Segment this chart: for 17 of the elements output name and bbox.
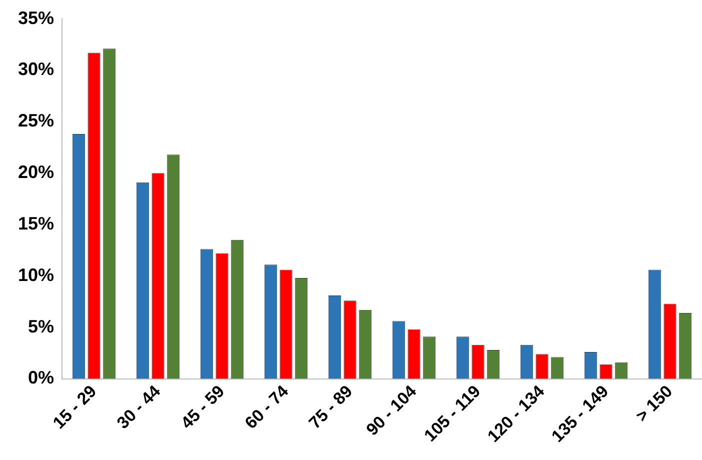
y-tick-label: 15% xyxy=(18,213,54,234)
x-tick-label: > 150 xyxy=(632,382,676,426)
y-tick-label: 5% xyxy=(28,316,54,336)
x-tick-label: 30 - 44 xyxy=(113,381,165,433)
y-tick-label: 10% xyxy=(18,264,54,285)
x-tick-label: 45 - 59 xyxy=(177,382,228,433)
y-tick-label: 20% xyxy=(18,162,54,182)
y-tick-label: 25% xyxy=(18,110,54,131)
x-tick-label: 75 - 89 xyxy=(305,382,356,433)
x-tick-label: 120 - 134 xyxy=(484,381,549,446)
x-tick-label: 90 - 104 xyxy=(362,381,421,440)
x-tick-label: 60 - 74 xyxy=(241,381,293,433)
y-tick-label: 35% xyxy=(18,8,54,28)
x-tick-label: 105 - 119 xyxy=(420,382,484,446)
y-tick-label: 0% xyxy=(28,368,54,388)
x-tick-label: 135 - 149 xyxy=(548,382,612,446)
y-tick-label: 30% xyxy=(18,59,54,80)
